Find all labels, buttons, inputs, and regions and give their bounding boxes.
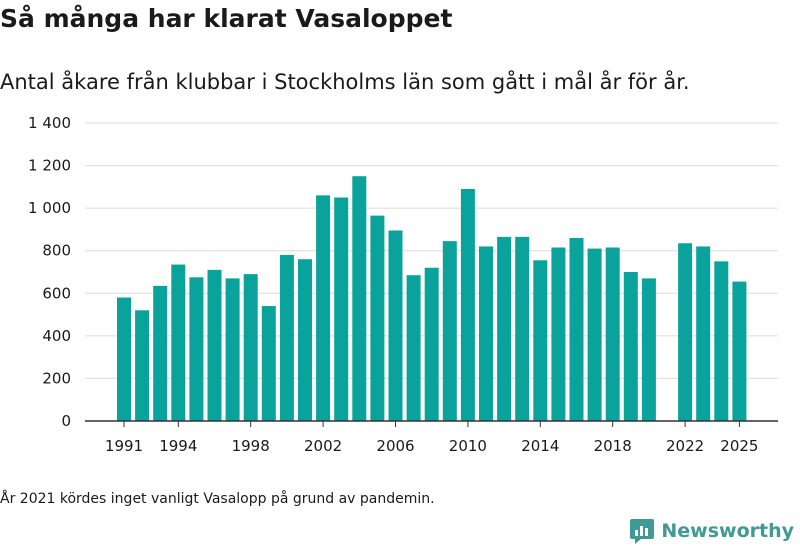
- bar-2016: [569, 237, 584, 421]
- bar-2013: [515, 236, 530, 421]
- bar-chart: 0 200 400 600 800 1 000 1 200 1 400 1991 1994 1998…: [28, 114, 778, 455]
- axes: 0 200 400 600 800 1 000 1 200 1 400 1991 1994 1998…: [28, 114, 778, 455]
- bar-1999: [261, 306, 276, 421]
- bar-1998: [243, 274, 258, 421]
- bar-2004: [352, 176, 367, 421]
- x-tick-label: 2018: [594, 437, 632, 455]
- x-tick-label: 1991: [105, 437, 143, 455]
- bar-2000: [279, 254, 294, 421]
- bar-2012: [497, 236, 512, 421]
- footnote: År 2021 kördes inget vanligt Vasalopp på…: [0, 491, 435, 507]
- y-tick-label: 600: [42, 284, 71, 302]
- bar-2025: [732, 281, 747, 421]
- bar-1992: [135, 310, 150, 421]
- y-tick-label: 200: [42, 369, 71, 387]
- bar-1991: [117, 297, 131, 421]
- bar-2011: [479, 246, 493, 421]
- bar-2015: [551, 247, 566, 421]
- chart-title: Så många har klarat Vasaloppet: [0, 4, 453, 33]
- bar-2014: [533, 260, 548, 421]
- bar-2009: [442, 241, 457, 421]
- x-tick-label: 1998: [232, 437, 270, 455]
- bar-2006: [388, 230, 403, 421]
- brand-logo: Newsworthy: [629, 517, 794, 545]
- bar-2017: [587, 248, 602, 421]
- newsworthy-logo-icon: [630, 519, 655, 544]
- bar-2023: [696, 246, 711, 421]
- y-tick-label: 0: [61, 412, 71, 430]
- x-tick-label: 2006: [376, 437, 414, 455]
- y-tick-label: 1 200: [28, 157, 71, 175]
- bar-2019: [623, 272, 638, 421]
- bar-2001: [298, 259, 312, 421]
- y-tick-label: 1 400: [28, 114, 71, 132]
- bar-2018: [605, 247, 620, 421]
- bar-2002: [316, 195, 331, 421]
- bar-series: [117, 176, 747, 421]
- x-tick-label: 2002: [304, 437, 342, 455]
- y-tick-label: 400: [42, 327, 71, 345]
- x-tick-label: 2014: [521, 437, 559, 455]
- bar-1994: [171, 264, 186, 421]
- bar-2022: [678, 243, 693, 421]
- bar-1997: [225, 278, 240, 421]
- x-tick-label: 2022: [666, 437, 704, 455]
- bar-2020: [641, 278, 656, 421]
- brand-name: Newsworthy: [661, 520, 794, 542]
- x-tick-label: 2025: [720, 437, 758, 455]
- y-tick-label: 1 000: [28, 199, 71, 217]
- bar-2010: [460, 188, 475, 421]
- y-tick-label: 800: [42, 242, 71, 260]
- bar-2024: [714, 261, 729, 421]
- bar-2008: [424, 267, 439, 421]
- x-tick-label: 1994: [159, 437, 197, 455]
- bar-1996: [207, 269, 222, 421]
- bar-2007: [406, 275, 421, 421]
- x-tick-label: 2010: [449, 437, 487, 455]
- chart-subtitle: Antal åkare från klubbar i Stockholms lä…: [0, 70, 690, 94]
- bar-1993: [153, 285, 168, 421]
- bar-2005: [370, 215, 385, 421]
- bar-2003: [334, 197, 349, 421]
- bar-1995: [189, 277, 204, 421]
